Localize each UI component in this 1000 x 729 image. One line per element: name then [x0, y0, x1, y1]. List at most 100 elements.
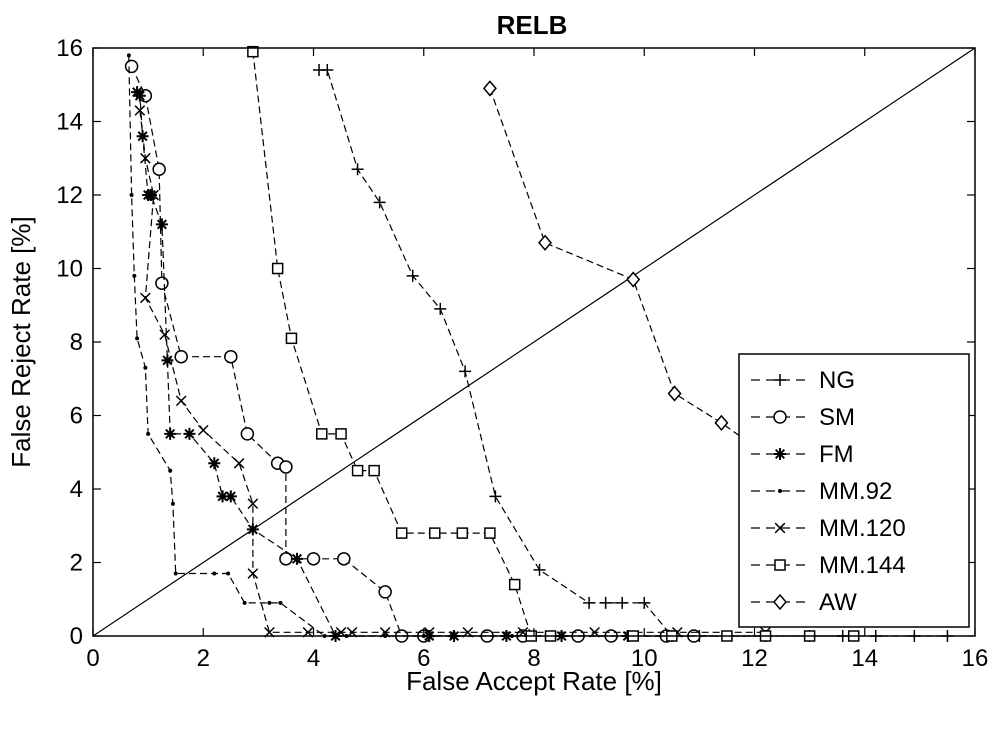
y-tick-label: 10	[56, 256, 83, 283]
x-tick-label: 16	[962, 645, 989, 672]
series-aw	[482, 80, 966, 601]
series-sm	[124, 59, 701, 643]
legend-label: MM.92	[819, 478, 892, 505]
point-aw	[714, 414, 729, 432]
point-sm	[378, 585, 392, 599]
legend-entry-mm-144: MM.144	[751, 552, 906, 579]
chart-title: RELB	[497, 10, 568, 40]
x-tick-label: 2	[197, 645, 210, 672]
point-mm-144	[285, 332, 298, 345]
y-tick-label: 14	[56, 109, 83, 136]
point-fm	[183, 427, 196, 440]
series-mm-120	[134, 105, 771, 638]
x-tick-label: 10	[631, 645, 658, 672]
point-ng	[351, 163, 364, 176]
point-ng	[638, 596, 651, 609]
point-fm	[224, 490, 237, 503]
point-ng	[533, 563, 546, 576]
point-sm	[306, 552, 321, 566]
equal-error-line	[92, 47, 976, 637]
point-fm	[164, 427, 177, 440]
point-mm-120	[247, 498, 259, 510]
y-tick-label: 12	[56, 182, 83, 209]
point-sm	[337, 552, 351, 566]
point-mm-92	[170, 501, 175, 506]
point-mm-144	[351, 464, 364, 477]
legend-label: MM.120	[819, 515, 906, 542]
legend-label: SM	[819, 404, 855, 431]
point-mm-120	[247, 568, 259, 579]
point-fm	[290, 552, 303, 565]
series-line-sm	[131, 66, 694, 637]
point-aw	[538, 234, 553, 251]
point-ng	[434, 302, 447, 315]
point-mm-92	[135, 336, 140, 341]
point-ng	[616, 596, 629, 609]
point-ng	[599, 596, 612, 609]
legend-label: FM	[819, 441, 854, 468]
point-mm-92	[212, 571, 217, 576]
point-sm	[279, 460, 293, 474]
point-mm-144	[484, 527, 496, 539]
point-sm	[152, 162, 166, 177]
point-ng	[321, 64, 334, 77]
point-ng	[459, 365, 472, 378]
x-tick-label: 12	[741, 645, 768, 672]
legend-marker-mm-144	[774, 559, 786, 571]
point-fm	[161, 354, 174, 367]
point-mm-144	[316, 428, 328, 440]
point-mm-144	[335, 428, 347, 440]
point-mm-92	[129, 193, 134, 197]
legend-entry-mm-120: MM.120	[751, 515, 906, 542]
legend-marker-mm-92	[778, 489, 782, 493]
point-mm-144	[395, 527, 408, 539]
x-tick-label: 8	[527, 645, 540, 672]
legend-marker-ng	[774, 374, 786, 386]
legend-marker-mm-120	[774, 522, 786, 534]
series-line-mm-92	[128, 55, 562, 637]
point-aw	[667, 385, 682, 402]
legend-entry-mm-92: MM.92	[751, 478, 892, 505]
point-mm-92	[146, 431, 151, 436]
point-sm	[155, 276, 169, 290]
point-sm	[240, 427, 255, 441]
point-ng	[489, 490, 502, 503]
point-mm-144	[456, 527, 469, 539]
point-aw	[626, 271, 641, 288]
point-mm-144	[247, 45, 259, 58]
point-ng	[406, 269, 419, 282]
legend: NG SM FM MM.92 MM.120 MM.144 AW	[738, 353, 970, 628]
legend-box	[738, 353, 970, 628]
point-fm	[133, 89, 146, 102]
point-mm-144	[368, 464, 380, 477]
point-mm-92	[132, 273, 137, 278]
point-mm-92	[226, 571, 231, 576]
point-fm	[208, 457, 221, 470]
y-tick-label: 6	[70, 403, 83, 430]
point-fm	[155, 218, 168, 231]
x-tick-label: 6	[417, 645, 430, 672]
y-tick-label: 16	[56, 35, 83, 62]
y-tick-label: 8	[70, 329, 83, 356]
point-mm-92	[173, 571, 178, 576]
legend-entry-aw: AW	[751, 589, 857, 616]
legend-entry-fm: FM	[751, 441, 854, 468]
point-mm-92	[278, 600, 283, 605]
y-tick-label: 4	[70, 476, 83, 503]
x-tick-label: 14	[851, 645, 878, 672]
point-sm	[174, 349, 188, 364]
point-mm-120	[197, 424, 209, 436]
point-mm-92	[126, 53, 131, 58]
point-mm-120	[140, 152, 151, 164]
point-mm-92	[168, 468, 173, 473]
point-mm-144	[429, 527, 441, 539]
point-fm	[144, 189, 157, 201]
legend-label: NG	[819, 367, 855, 394]
point-mm-120	[233, 457, 245, 469]
point-mm-92	[267, 600, 272, 605]
series-fm	[131, 86, 772, 642]
legend-label: MM.144	[819, 552, 906, 579]
legend-marker-sm	[773, 410, 787, 424]
legend-marker-aw	[773, 593, 787, 611]
